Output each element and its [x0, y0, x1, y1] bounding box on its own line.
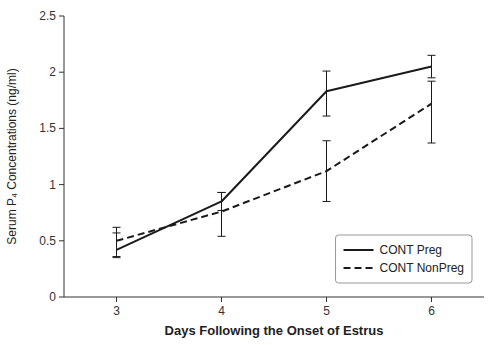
- y-axis-label: Serum P₄ Concentrations (ng/ml): [5, 68, 19, 244]
- x-tick-label: 4: [218, 304, 225, 318]
- error-bar-cap: [218, 236, 226, 237]
- error-bar-stem: [221, 192, 222, 236]
- error-bar-cap: [323, 201, 331, 202]
- error-bar-stem: [326, 71, 327, 116]
- legend-label: CONT NonPreg: [380, 261, 464, 275]
- error-bar-stem: [431, 81, 432, 143]
- error-bar-cap: [323, 71, 331, 72]
- error-bar-cap: [113, 257, 121, 258]
- legend-swatch: [344, 249, 374, 251]
- error-bar-cap: [428, 55, 436, 56]
- error-bar-cap: [323, 116, 331, 117]
- x-tick-label: 6: [428, 304, 435, 318]
- y-tick-label: 0: [49, 290, 56, 304]
- y-tick: [59, 72, 64, 73]
- y-tick-label: 1.5: [39, 121, 56, 135]
- legend: CONT Preg CONT NonPreg: [336, 235, 472, 283]
- x-tick-label: 3: [113, 304, 120, 318]
- error-bar-cap: [113, 256, 121, 257]
- error-bar-cap: [428, 77, 436, 78]
- series-line: [117, 67, 432, 250]
- y-tick: [59, 128, 64, 129]
- error-bar-cap: [218, 192, 226, 193]
- axes: 3 4 5 6 0 0.5 1 1.5 2 2.5: [39, 9, 484, 318]
- series: [113, 81, 436, 256]
- y-tick-label: 0.5: [39, 234, 56, 248]
- series: [113, 55, 436, 257]
- error-bar-stem: [116, 227, 117, 256]
- y-tick: [59, 297, 64, 298]
- error-bar-stem: [326, 141, 327, 202]
- x-tick: [221, 297, 222, 302]
- error-bar-cap: [113, 227, 121, 228]
- error-bar: [218, 192, 226, 236]
- legend-label: CONT Preg: [380, 243, 442, 257]
- error-bar: [323, 141, 331, 202]
- error-bar-cap: [428, 143, 436, 144]
- legend-swatch: [344, 267, 374, 269]
- legend-box: [336, 235, 472, 283]
- error-bar: [428, 55, 436, 77]
- y-tick: [59, 184, 64, 185]
- y-axis-line: [64, 16, 65, 297]
- y-tick: [59, 240, 64, 241]
- chart: 3 4 5 6 0 0.5 1 1.5 2 2.5 Days Following the Onset…: [0, 0, 500, 345]
- x-axis-label: Days Following the Onset of Estrus: [165, 323, 384, 338]
- x-tick: [326, 297, 327, 302]
- y-tick-label: 2: [49, 65, 56, 79]
- y-tick: [59, 16, 64, 17]
- x-tick: [431, 297, 432, 302]
- error-bar-cap: [323, 140, 331, 141]
- y-tick-label: 1: [49, 178, 56, 192]
- x-tick: [116, 297, 117, 302]
- x-axis-line: [64, 297, 484, 298]
- chart-container: 3 4 5 6 0 0.5 1 1.5 2 2.5 Days Following the Onset…: [0, 0, 500, 345]
- series-line: [117, 104, 432, 241]
- error-bar-cap: [428, 81, 436, 82]
- error-bar: [113, 227, 121, 256]
- x-tick-label: 5: [323, 304, 330, 318]
- y-tick-label: 2.5: [39, 9, 56, 23]
- error-bar: [323, 71, 331, 116]
- error-bar: [428, 81, 436, 143]
- error-bar-stem: [431, 55, 432, 77]
- plot-area: [113, 55, 436, 257]
- error-bar-cap: [218, 192, 226, 193]
